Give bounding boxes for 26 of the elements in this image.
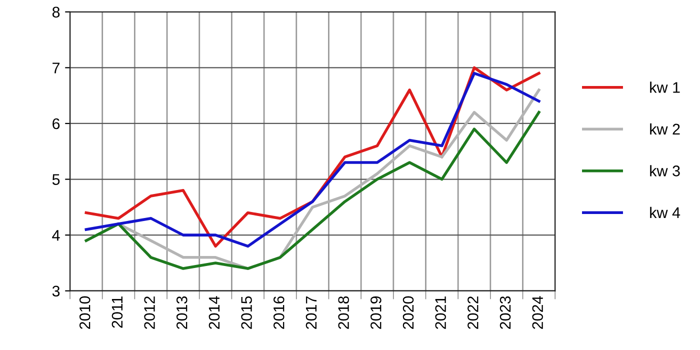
x-tick-label: 2019	[370, 296, 382, 329]
legend-label: kw 4	[650, 206, 680, 218]
x-tick-label: 2018	[338, 296, 349, 329]
legend-label: kw 3	[650, 165, 680, 176]
x-tick-label: 2023	[500, 296, 511, 329]
y-tick-label: 3	[52, 286, 60, 297]
y-tick-label: 5	[52, 174, 60, 185]
y-tick-label: 4	[52, 230, 60, 241]
x-tick-label: 2016	[273, 296, 284, 329]
x-tick-label: 2021	[435, 296, 446, 329]
legend-label: kw 1	[650, 82, 680, 93]
x-tick-label: 2020	[402, 296, 414, 329]
x-tick-label: 2013	[176, 296, 188, 329]
x-tick-label: 2011	[112, 296, 123, 328]
y-tick-label: 6	[52, 118, 60, 130]
x-tick-label: 2015	[241, 296, 252, 329]
x-tick-label: 2024	[532, 296, 544, 329]
y-tick-label: 8	[52, 6, 60, 18]
x-tick-label: 2012	[144, 296, 155, 329]
x-tick-label: 2014	[208, 296, 220, 329]
y-tick-label: 7	[52, 62, 60, 74]
legend-label: kw 2	[650, 123, 680, 134]
x-tick-label: 2017	[306, 296, 317, 329]
line-series	[84, 110, 540, 270]
x-tick-label: 2010	[79, 296, 90, 329]
x-tick-label: 2022	[468, 296, 478, 329]
